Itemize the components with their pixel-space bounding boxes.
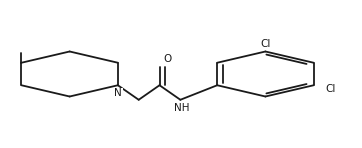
Text: N: N bbox=[114, 89, 122, 98]
Text: Cl: Cl bbox=[260, 38, 271, 49]
Text: Cl: Cl bbox=[325, 84, 336, 94]
Text: O: O bbox=[163, 54, 172, 64]
Text: NH: NH bbox=[174, 103, 190, 113]
